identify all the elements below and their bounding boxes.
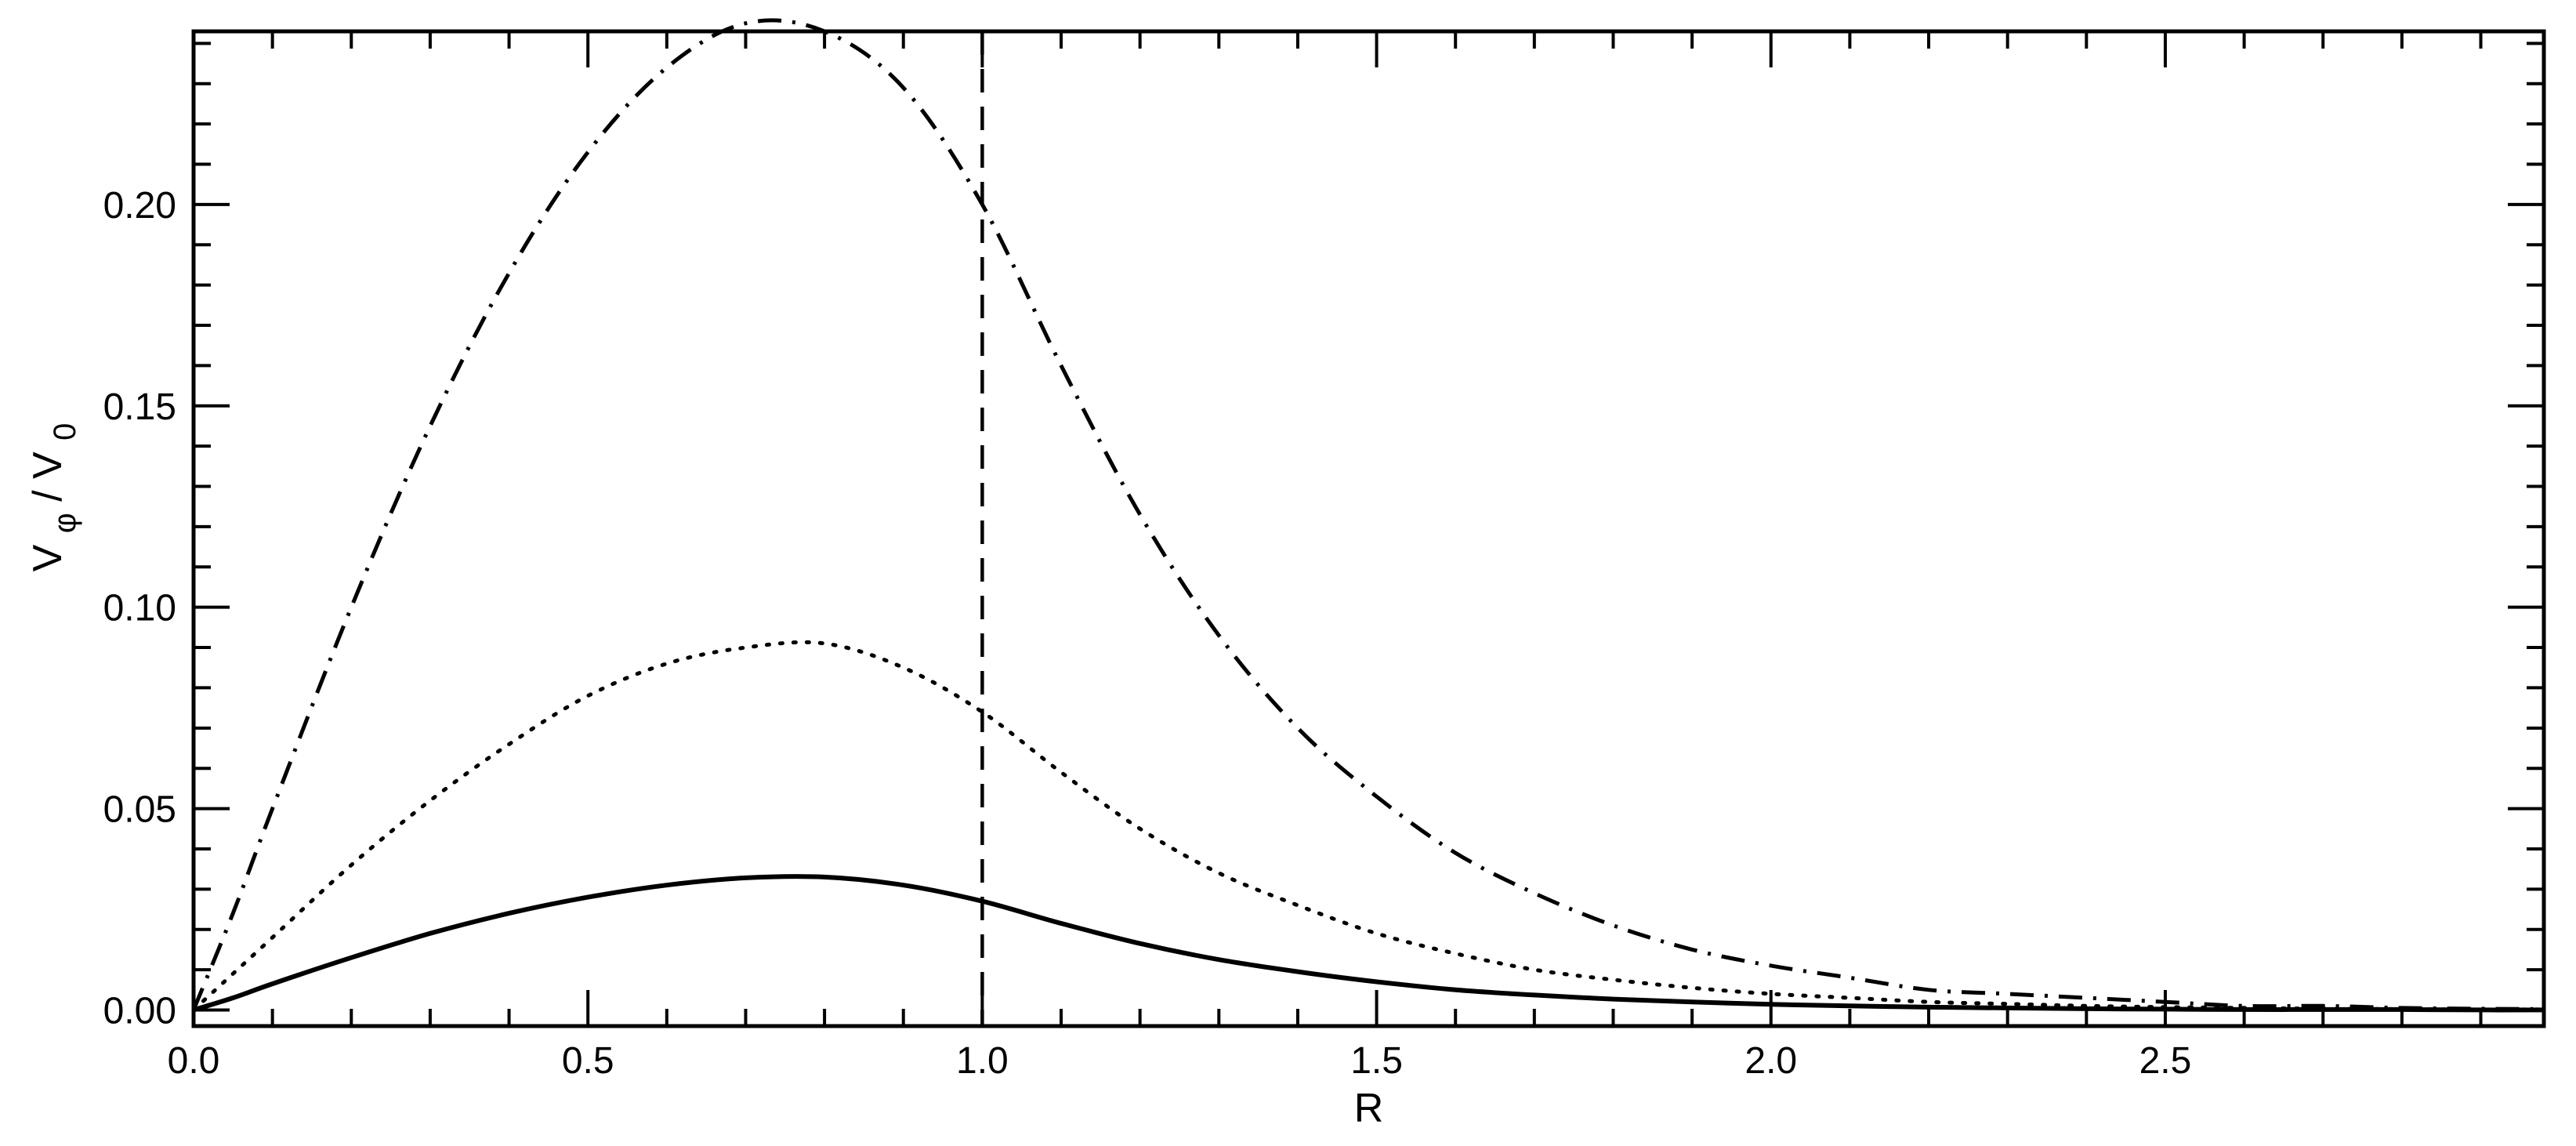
series-line-dotted [191,640,2546,1012]
series-line-solid [193,874,2545,1013]
x-tick-label: 2.5 [2139,1040,2192,1082]
plot-frame [191,29,2546,1028]
series-group [191,18,2546,1013]
series-line-dash-dot [191,18,2545,1011]
x-tick-label: 0.5 [562,1040,614,1082]
y-tick-label: 0.10 [103,588,176,629]
y-label-main: V [25,544,71,571]
x-tick-label: 1.0 [956,1040,1009,1082]
y-label-main-subscript: φ [48,513,82,533]
y-tick-label: 0.00 [103,990,176,1032]
x-tick-label: 2.0 [1745,1040,1797,1082]
svg-text:V φ / V: V φ / V 0 [25,423,85,572]
y-tick-label: 0.15 [103,386,176,428]
y-tick-label: 0.05 [103,789,176,831]
x-tick-label: 0.0 [168,1040,220,1082]
y-tick-label: 0.20 [103,185,176,227]
tick-labels: 0.0 0.5 1.0 1.5 2.0 2.5 0.00 0.05 0.10 0.15 0.20 [103,185,2192,1082]
y-axis-label: V φ / V 0 [25,423,85,572]
y-label-denominator: V [25,452,71,479]
x-tick-label: 1.5 [1350,1040,1403,1082]
x-axis-label: R [1354,1086,1384,1131]
y-label-separator: / [25,479,71,502]
y-label-denominator-subscript: 0 [48,423,82,441]
